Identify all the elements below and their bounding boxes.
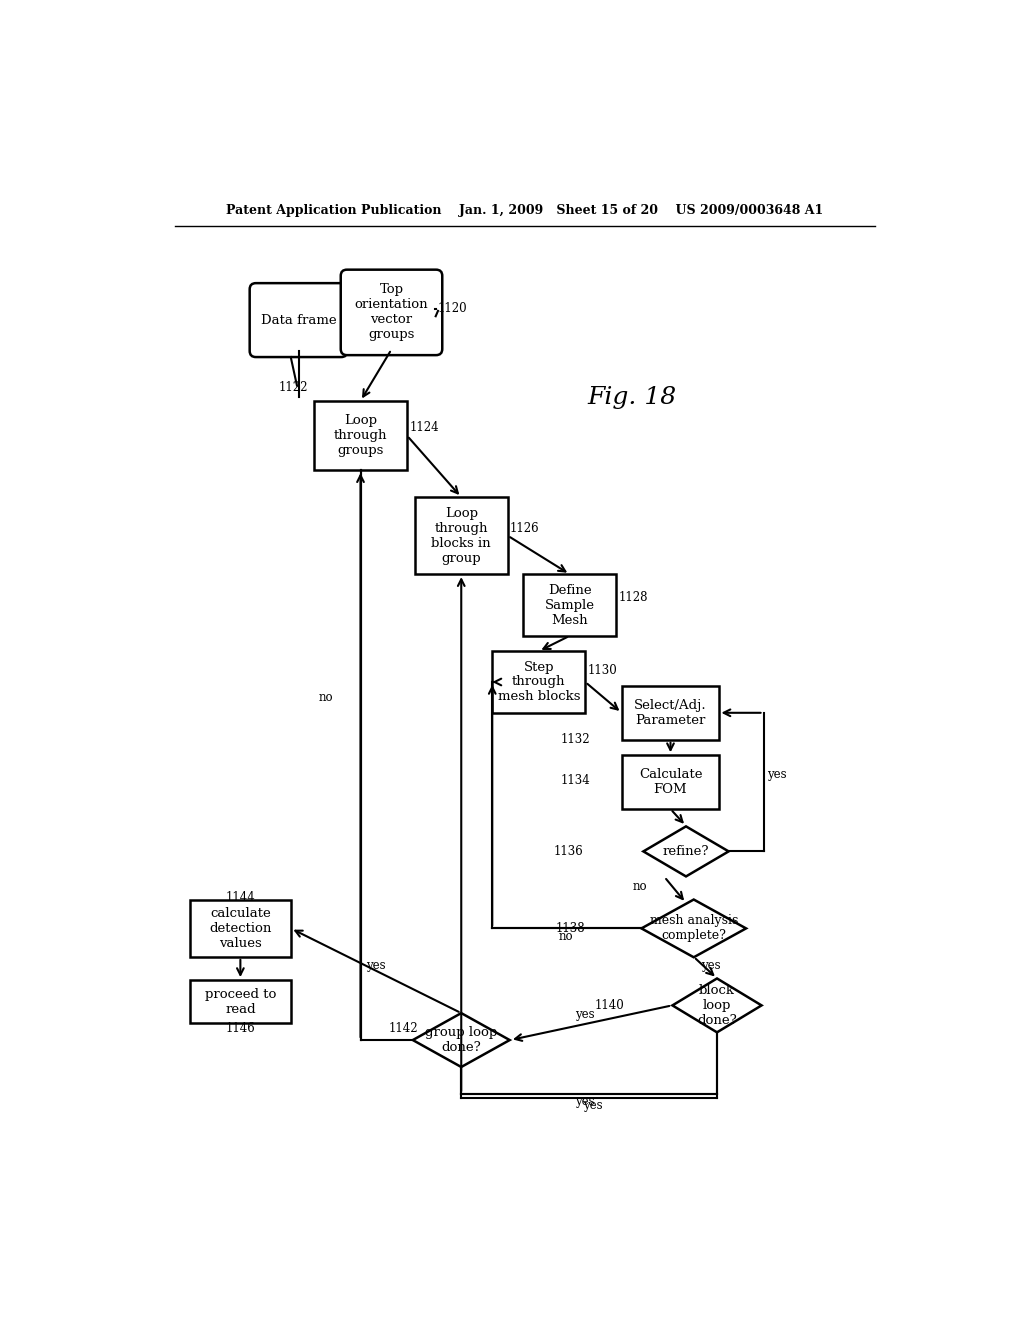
- Text: 1134: 1134: [560, 774, 590, 787]
- Text: block
loop
done?: block loop done?: [697, 983, 737, 1027]
- Polygon shape: [641, 899, 746, 957]
- Bar: [415, 498, 508, 574]
- Polygon shape: [643, 826, 729, 876]
- Text: refine?: refine?: [663, 845, 710, 858]
- Text: 1124: 1124: [410, 421, 439, 434]
- Text: Loop
through
blocks in
group: Loop through blocks in group: [431, 507, 492, 565]
- Text: 1136: 1136: [554, 845, 584, 858]
- Text: Top
orientation
vector
groups: Top orientation vector groups: [354, 284, 428, 342]
- Text: 1126: 1126: [510, 521, 540, 535]
- FancyBboxPatch shape: [341, 269, 442, 355]
- Polygon shape: [673, 978, 762, 1032]
- Text: 1132: 1132: [560, 733, 590, 746]
- Bar: [190, 981, 291, 1023]
- Bar: [314, 401, 407, 470]
- Text: group loop
done?: group loop done?: [425, 1026, 498, 1055]
- Text: 1122: 1122: [280, 381, 308, 395]
- Text: Step
through
mesh blocks: Step through mesh blocks: [498, 660, 580, 704]
- Text: calculate
detection
values: calculate detection values: [209, 907, 271, 950]
- Text: Patent Application Publication    Jan. 1, 2009   Sheet 15 of 20    US 2009/00036: Patent Application Publication Jan. 1, 2…: [226, 205, 823, 218]
- Text: yes: yes: [575, 1096, 595, 1109]
- Text: Select/Adj.
Parameter: Select/Adj. Parameter: [634, 698, 707, 727]
- Text: 1146: 1146: [225, 1022, 255, 1035]
- Text: yes: yes: [767, 768, 787, 781]
- Bar: [190, 899, 291, 957]
- Text: 1120: 1120: [438, 302, 468, 315]
- Text: 1144: 1144: [225, 891, 255, 904]
- Polygon shape: [413, 1014, 510, 1067]
- Text: no: no: [318, 690, 334, 704]
- Text: Loop
through
groups: Loop through groups: [334, 414, 387, 457]
- Text: Define
Sample
Mesh: Define Sample Mesh: [545, 583, 595, 627]
- FancyBboxPatch shape: [250, 284, 347, 358]
- Text: no: no: [558, 929, 573, 942]
- Bar: [622, 686, 719, 739]
- Text: 1128: 1128: [618, 591, 648, 603]
- Text: yes: yes: [367, 958, 386, 972]
- Text: mesh analysis
complete?: mesh analysis complete?: [649, 915, 738, 942]
- Text: yes: yes: [584, 1100, 603, 1111]
- Text: 1138: 1138: [556, 921, 586, 935]
- Text: yes: yes: [575, 1008, 595, 1022]
- Text: 1130: 1130: [588, 664, 617, 677]
- Text: Data frame: Data frame: [261, 314, 336, 326]
- Bar: [622, 755, 719, 809]
- Bar: [523, 574, 616, 636]
- Text: proceed to
read: proceed to read: [205, 987, 276, 1015]
- Text: yes: yes: [701, 958, 721, 972]
- Text: Calculate
FOM: Calculate FOM: [639, 768, 702, 796]
- Text: no: no: [633, 879, 647, 892]
- Text: 1140: 1140: [594, 999, 624, 1012]
- Bar: [493, 651, 586, 713]
- Text: 1142: 1142: [389, 1022, 419, 1035]
- Text: Fig. 18: Fig. 18: [587, 385, 676, 409]
